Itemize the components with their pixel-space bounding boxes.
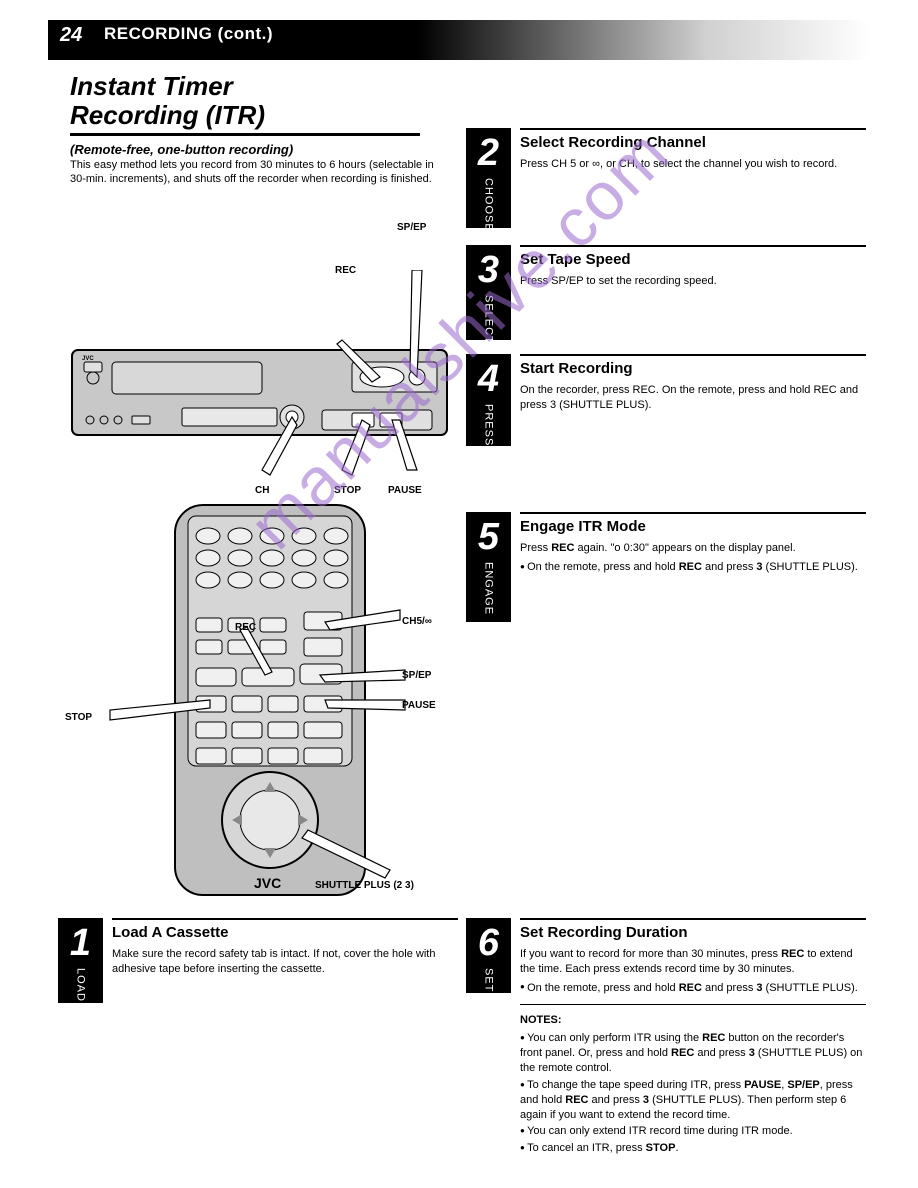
step-2-num: 2 bbox=[478, 134, 499, 172]
step-1-left: 1 LOAD Load A Cassette Make sure the rec… bbox=[58, 918, 458, 981]
intro-paragraph: This easy method lets you record from 30… bbox=[70, 158, 440, 187]
page-number: 24 bbox=[60, 24, 82, 47]
step-5: 5 ENGAGE Engage ITR Mode Press REC again… bbox=[466, 512, 866, 579]
step-1l-num: 1 bbox=[70, 924, 91, 962]
step-5-title: Engage ITR Mode bbox=[520, 518, 866, 535]
step-2: 2 CHOOSE Select Recording Channel Press … bbox=[466, 128, 866, 176]
step-3-num: 3 bbox=[478, 251, 499, 289]
step-4-vert: PRESS bbox=[483, 404, 495, 446]
step-2-vert: CHOOSE bbox=[483, 178, 495, 232]
vcr-label-spep: SP/EP bbox=[397, 222, 426, 233]
step-1l-body: Make sure the record safety tab is intac… bbox=[112, 947, 458, 977]
step-6: 6 SET Set Recording Duration If you want… bbox=[466, 918, 866, 1160]
svg-text:JVC: JVC bbox=[82, 356, 94, 362]
vcr-label-ch: CH bbox=[255, 485, 269, 496]
step-2-body: Press CH 5 or ∞, or CH, to select the ch… bbox=[520, 157, 866, 172]
step-6-vert: SET bbox=[483, 968, 495, 992]
step-4: 4 PRESS Start Recording On the recorder,… bbox=[466, 354, 866, 417]
vcr-label-pause: PAUSE bbox=[388, 485, 422, 496]
remote-label-pause: PAUSE bbox=[402, 700, 436, 711]
step-3-vert: SELECT bbox=[483, 295, 495, 344]
section-heading: RECORDING (cont.) bbox=[104, 24, 273, 44]
remote-label-ch: CH5/∞ bbox=[402, 616, 432, 627]
step-4-body: On the recorder, press REC. On the remot… bbox=[520, 383, 866, 413]
step-5-vert: ENGAGE bbox=[483, 562, 495, 615]
step-5-body: Press REC again. "o 0:30" appears on the… bbox=[520, 541, 866, 575]
title-area: Instant Timer Recording (ITR) (Remote-fr… bbox=[70, 72, 420, 157]
remote-label-stop: STOP bbox=[65, 712, 92, 723]
step-4-title: Start Recording bbox=[520, 360, 866, 377]
step-1l-title: Load A Cassette bbox=[112, 924, 458, 941]
vcr-label-rec: REC bbox=[335, 265, 356, 276]
step-4-num: 4 bbox=[478, 360, 499, 398]
remote-label-shuttle: SHUTTLE PLUS (2 3) bbox=[315, 880, 435, 891]
step-6-title: Set Recording Duration bbox=[520, 924, 866, 941]
step-5-num: 5 bbox=[478, 518, 499, 556]
svg-text:JVC: JVC bbox=[254, 875, 281, 891]
remote-illustration: JVC bbox=[90, 500, 430, 900]
step-6-body: If you want to record for more than 30 m… bbox=[520, 947, 866, 1156]
remote-label-spep: SP/EP bbox=[402, 670, 431, 681]
step-3-body: Press SP/EP to set the recording speed. bbox=[520, 274, 866, 289]
title-subtitle: (Remote-free, one-button recording) bbox=[70, 142, 420, 157]
step-1l-vert: LOAD bbox=[75, 968, 87, 1002]
step-3: 3 SELECT Set Tape Speed Press SP/EP to s… bbox=[466, 245, 866, 293]
vcr-label-stop: STOP bbox=[334, 485, 361, 496]
title-line1: Instant Timer bbox=[70, 72, 420, 101]
remote-label-rec: REC bbox=[235, 622, 256, 633]
vcr-illustration: JVC bbox=[62, 270, 457, 490]
step-6-num: 6 bbox=[478, 924, 499, 962]
step-2-title: Select Recording Channel bbox=[520, 134, 866, 151]
title-line2: Recording (ITR) bbox=[70, 101, 420, 130]
step-3-title: Set Tape Speed bbox=[520, 251, 866, 268]
